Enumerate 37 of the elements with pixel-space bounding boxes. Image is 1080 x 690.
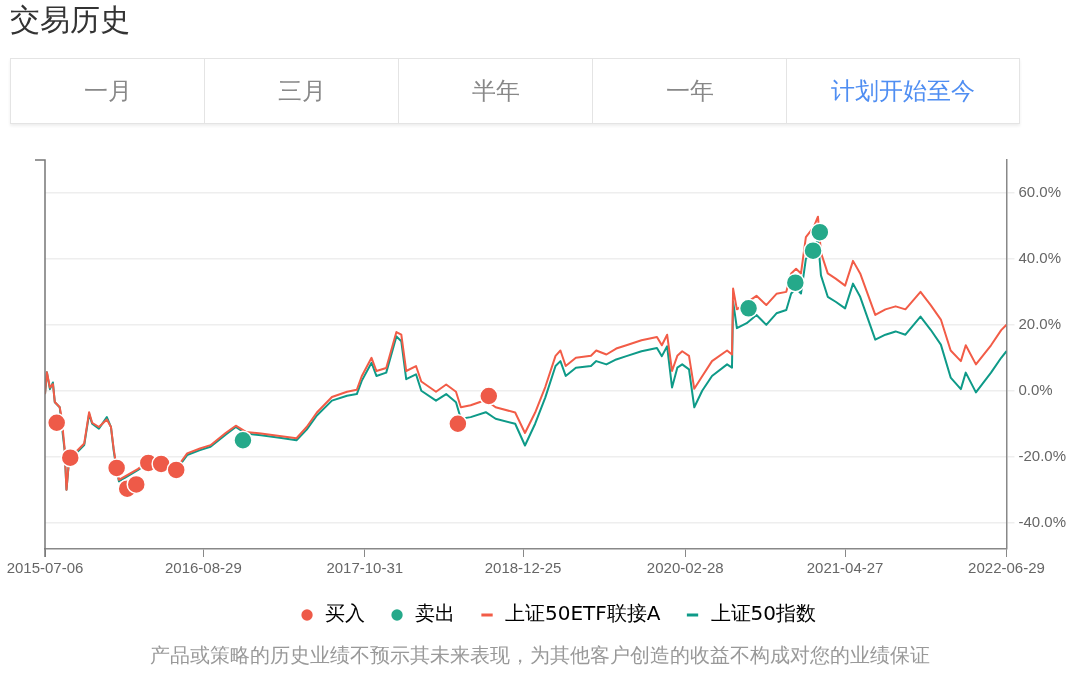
point (738, 298, 759, 319)
legend-label: 上证50ETF联接A (505, 601, 661, 626)
point (810, 222, 830, 242)
text: 一月 (11, 59, 206, 123)
point (151, 454, 171, 474)
legend-label: 上证50指数 (710, 601, 816, 626)
x-tick-label: 2016-08-29 (164, 559, 242, 577)
x-tick-label: 2018-12-25 (484, 559, 562, 577)
point (448, 413, 468, 434)
chart-title: 交易历史 (10, 1, 130, 39)
point (46, 412, 67, 433)
y-tick-label: -20.0% (1018, 446, 1066, 464)
point (785, 272, 806, 293)
y-tick-label: -40.0% (1018, 512, 1066, 530)
y-tick-label: 60.0% (1018, 183, 1062, 201)
point (479, 386, 499, 406)
x-tick-label: 2015-07-06 (6, 559, 84, 577)
text: 一年 (593, 59, 788, 123)
point (803, 240, 823, 261)
y-tick-label: 40.0% (1018, 249, 1062, 267)
y-tick-label: 0.0% (1018, 380, 1053, 398)
x-tick-label: 2020-02-28 (646, 559, 724, 577)
x-tick-label: 2017-10-31 (326, 559, 404, 577)
legend-label: 买入 (325, 601, 366, 626)
text: 半年 (399, 59, 594, 123)
point (106, 458, 127, 478)
point (126, 474, 146, 495)
x-tick-label: 2021-04-27 (806, 559, 884, 577)
text: 产品或策略的历史业绩不预示其未来表现，为其他客户创造的收益不构成对您的业绩保证 (149, 642, 931, 669)
point (233, 430, 253, 450)
x-tick-label: 2022-06-29 (968, 559, 1045, 577)
legend-label: 卖出 (415, 601, 456, 626)
point (60, 447, 81, 468)
text: 计划开始至今 (830, 76, 977, 107)
y-tick-label: 20.0% (1018, 314, 1062, 332)
text: 三月 (205, 59, 400, 123)
point (166, 460, 186, 480)
